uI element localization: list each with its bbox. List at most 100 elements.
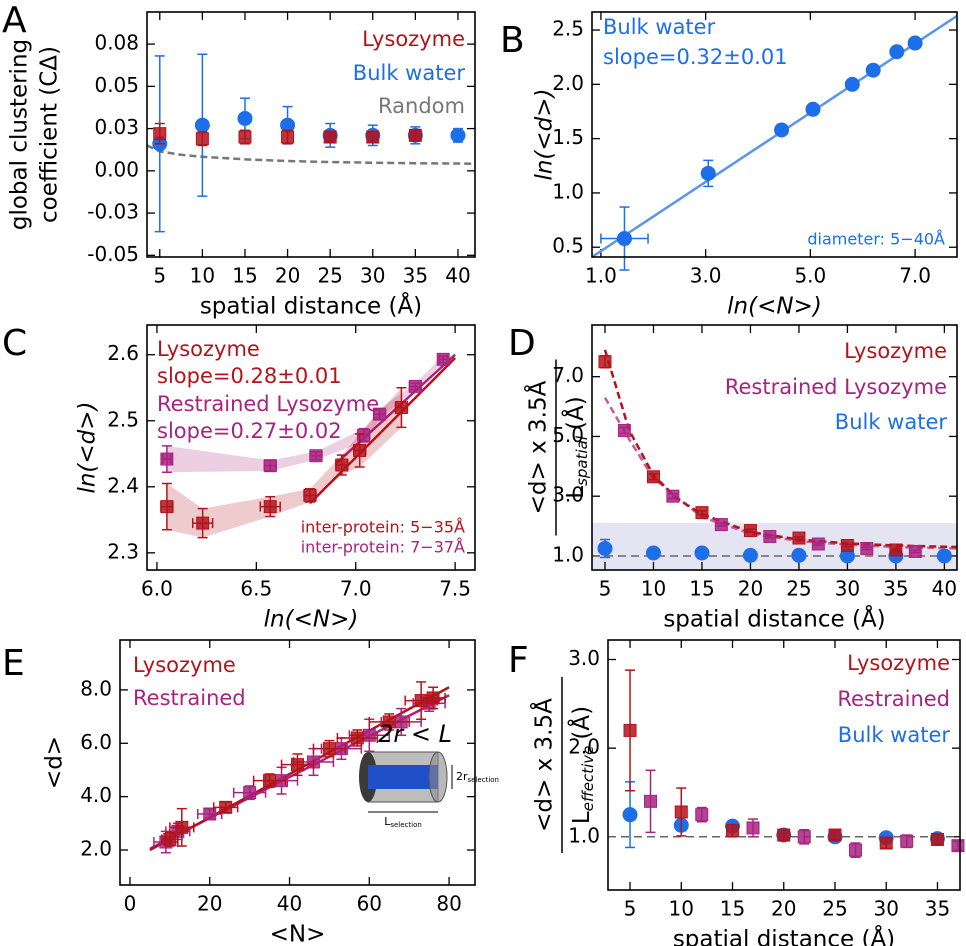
x-axis-label: ln(<N>) [264,607,359,633]
panel: C 6.0 6.5 7.0 7.5 2.3 2.4 2.5 2.6 Lysozyme Restrai… [2,323,476,633]
marker [645,545,661,561]
marker [889,44,905,60]
marker [646,470,660,484]
y-label-denominator: Leffective (Å) [567,706,597,824]
x-tick-label: 7.0 [340,577,372,601]
denominator-subscript: effective [579,746,597,812]
y-tick-label: 0.00 [94,157,139,181]
marker [889,543,903,557]
marker [714,518,728,532]
y-tick-label: 1.0 [552,542,584,566]
marker [674,805,688,819]
marker [408,379,422,393]
y-axis-label: <d> [42,736,68,789]
denominator-symbol: L [563,486,589,499]
inset-symbol: 2r [456,770,468,783]
marker [426,691,440,705]
x-axis-label: <N> [270,922,326,946]
marker [616,231,632,247]
panel-letter: E [2,643,25,684]
marker [908,544,922,558]
legend-label: Random [378,94,465,118]
panel-letter: D [508,323,536,364]
marker [695,808,709,822]
panel-letter: B [500,20,525,61]
marker [930,832,944,846]
marker [335,458,349,472]
y-axis-label: global clustering [7,39,33,230]
x-tick-label: 30 [360,264,385,288]
x-tick-label: 10 [641,577,666,601]
panel-letter: C [2,323,27,364]
x-tick-label: 35 [883,577,908,601]
marker [936,548,952,564]
annotation: inter-protein: 5−35Å [301,518,465,537]
y-tick-label: 5.0 [552,423,584,447]
annotation: slope=0.27±0.02 [157,419,342,443]
line [309,357,457,505]
y-tick-label: 2.0 [552,71,584,95]
y-tick-label: 0.5 [552,234,584,258]
x-tick-label: 80 [436,892,461,916]
legend-label: Bulk water [835,410,948,434]
y-axis-label: coefficient (CΔ) [37,46,63,223]
y-tick-label: 2.4 [107,473,139,497]
marker [303,488,317,502]
legend-label: Restrained [133,686,246,710]
plot-frame [591,324,958,571]
marker [805,101,821,117]
annotation: slope=0.32±0.01 [603,45,788,69]
x-tick-label: 15 [689,577,714,601]
legend-label: Restrained Lysozyme [157,392,379,416]
marker [322,742,336,756]
annotation: slope=0.28±0.01 [157,364,342,388]
marker [323,130,337,144]
marker [263,459,277,473]
marker [666,489,680,503]
panel: F 5 10 15 20 25 30 35 1.0 2.0 3.0 Lysozyme Restraine… [508,639,965,946]
x-axis-label: spatial distance (Å) [673,925,895,946]
marker [598,355,612,369]
panel: B1.0 3.0 5.0 7.00.51.01.52.02.5 Bulk watersl… [500,11,958,320]
marker [153,127,167,141]
marker [791,547,807,563]
y-tick-label: 2.0 [568,735,600,759]
y-tick-label: 8.0 [80,676,112,700]
y-tick-label: 0.08 [94,31,139,55]
x-tick-label: 15 [720,897,745,921]
x-tick-label: 7.5 [439,577,471,601]
marker [597,540,613,556]
legend-label: Bulk water [603,15,716,39]
y-axis-label: ln(<d>) [75,401,101,493]
marker [350,731,364,745]
x-tick-label: 35 [403,264,428,288]
panel-letter: A [2,0,27,41]
error-band [166,387,402,538]
plot-frame [591,11,958,258]
denominator-unit: (Å) [567,706,595,740]
legend-label: Lysozyme [847,651,950,675]
y-tick-label: 2.5 [107,407,139,431]
marker [309,449,323,463]
marker [746,821,760,835]
annotation: diameter: 5−40Å [807,230,945,249]
plot-frame [119,639,476,886]
y-label-numerator: <d> x 3.5Å [530,698,558,832]
marker [900,834,914,848]
x-tick-label: 5 [624,897,637,921]
marker [243,786,257,800]
marker [743,524,757,538]
x-tick-label: 20 [738,577,763,601]
marker [622,807,638,823]
marker [828,828,842,842]
y-tick-label: 0.05 [94,73,139,97]
x-tick-label: 30 [873,897,898,921]
x-tick-label: 30 [835,577,860,601]
panel-letter: F [508,640,529,681]
marker [353,443,367,457]
y-tick-label: 2.5 [552,17,584,41]
marker [281,130,295,144]
marker [357,428,371,442]
denominator-symbol: L [569,811,595,824]
